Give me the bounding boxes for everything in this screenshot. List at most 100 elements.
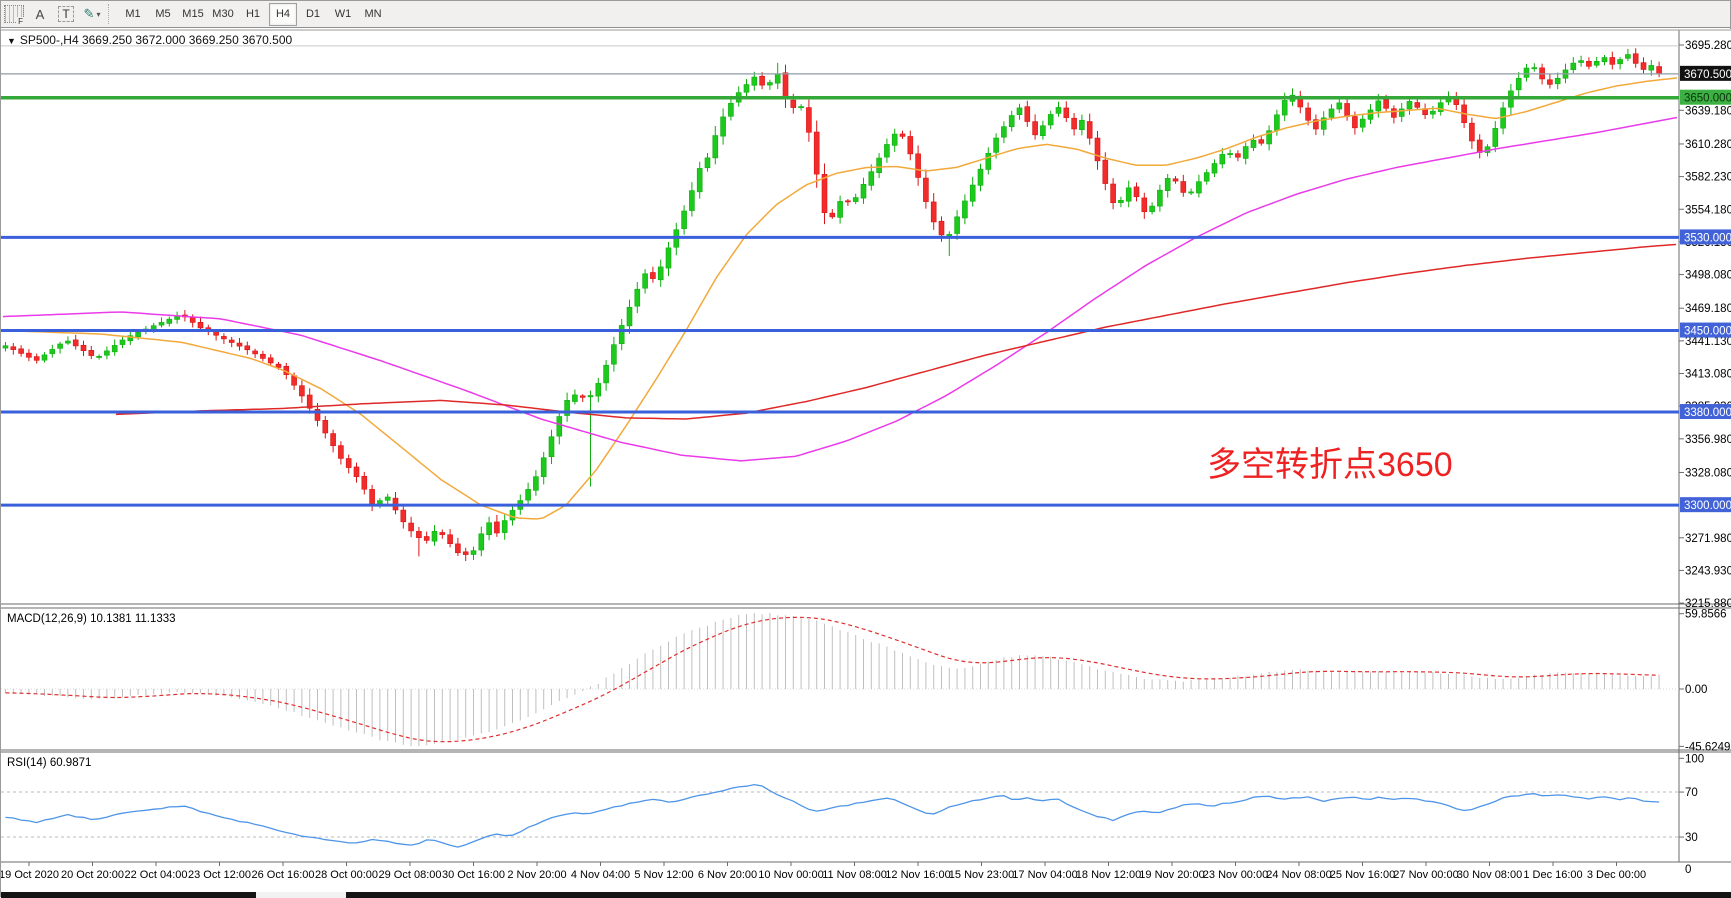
candle-body [72,339,79,347]
candle-body [1242,146,1249,159]
candle-body [400,509,407,523]
letter-t-icon: T [58,6,74,22]
candle-body [369,489,375,504]
candle-body [1359,118,1366,128]
candle-body [595,383,602,397]
candle-body [1203,172,1210,182]
pencil-icon: ✎ [83,6,95,21]
timeframe-button-m15[interactable]: M15 [182,8,204,20]
candle-body [790,99,797,108]
candle-body [330,433,336,447]
candle-body [18,348,24,354]
candle-body [1258,139,1265,144]
macd-signal-line [5,616,1660,743]
timeframe-button-h4[interactable]: H4 [269,2,297,26]
ma-fast-orange [2,77,1678,520]
price-badge [1680,404,1731,420]
time-axis-label: 20 Oct 20:00 [61,869,124,881]
timeframe-button-mn[interactable]: MN [364,8,382,20]
collapse-arrow-icon[interactable]: ▼ [7,36,16,46]
candle-body [65,340,71,344]
time-axis-label: 29 Oct 08:00 [379,869,442,881]
draw-objects-button[interactable]: ✎ ▾ [80,3,104,25]
candle-body [689,190,695,211]
price-axis: 3695.280 3639.180 3610.280 3582.230 3554.180… [1679,40,1731,610]
candle-body [845,200,851,203]
candle-body [299,385,305,397]
candle-body [1211,163,1218,174]
time-axis-label: 2 Nov 20:00 [507,869,566,881]
candle-body [1001,126,1007,138]
chart-annotation-text: 多空转折点3650 [1207,446,1453,484]
candle-body [572,394,578,402]
candle-body [1656,66,1662,75]
timeframe-button-d1[interactable]: D1 [305,8,321,20]
candle-body [111,345,118,353]
price-badge [1680,322,1731,338]
candle-body [1375,100,1382,112]
candle-body [993,137,999,153]
candle-body [431,531,438,542]
candle-body [1235,153,1241,158]
candle-body [603,364,609,384]
candle-body [533,476,539,491]
candle-body [135,332,141,338]
rsi-axis-label: 100 [1685,753,1704,765]
candle-body [782,72,789,100]
candle-body [197,322,204,329]
price-axis-label: 3469.180 [1685,303,1731,315]
candle-body [1367,109,1374,120]
chart-canvas[interactable]: 3695.280 3639.180 3610.280 3582.230 3554.180… [1,29,1731,898]
time-axis-label: 24 Nov 08:00 [1266,869,1331,881]
macd-axis-label: 59.8566 [1685,609,1727,621]
candle-body [423,536,430,541]
chart-grid-icon[interactable]: F [2,3,26,26]
price-pane[interactable] [1,45,1679,562]
candle-body [1391,108,1397,118]
price-badge-label: 3670.500 [1684,69,1731,81]
time-axis[interactable]: 19 Oct 2020 20 Oct 20:00 22 Oct 04:00 23 Oc… [1,862,1646,881]
macd-pane[interactable]: 59.8566 0.00 -45.6249 MACD(12,26,9) 10.1381… [1,609,1730,754]
candle-body [1180,181,1187,193]
time-axis-label: 15 Nov 23:00 [949,869,1014,881]
candle-body [813,131,820,175]
rsi-line [5,783,1660,848]
candle-body [1040,125,1046,136]
candle-body [954,216,960,234]
candle-body [49,349,56,354]
text-box-button[interactable]: T [54,3,78,25]
macd-axis-label: 0.00 [1685,684,1707,696]
candle-body [962,200,968,219]
main-toolbar: F A T ✎ ▾ M1 M5 M15 M30 H1 H4 D1 W1 MN [1,1,1730,28]
time-axis-label: 12 Nov 16:00 [885,869,950,881]
candle-body [1055,107,1062,114]
candle-body [1219,154,1226,165]
candle-body [1188,191,1194,194]
timeframe-button-h1[interactable]: H1 [245,8,261,20]
timeframe-button-m5[interactable]: M5 [155,8,171,20]
macd-axis-label: -45.6249 [1685,741,1730,753]
price-badge [1680,65,1731,81]
time-axis-label: 25 Nov 16:00 [1330,869,1395,881]
timeframe-button-w1[interactable]: W1 [334,8,352,20]
candle-body [1125,187,1132,202]
rsi-pane[interactable]: 100 70 30 0 RSI(14) 60.9871 [1,753,1704,876]
price-badge [1680,229,1731,245]
candle-body [1281,100,1288,116]
rsi-axis-label: 70 [1685,787,1698,799]
candle-body [650,272,656,279]
timeframe-button-m1[interactable]: M1 [125,8,141,20]
candle-body [751,76,758,86]
time-axis-label: 30 Nov 08:00 [1457,869,1522,881]
price-axis-label: 3328.080 [1685,467,1731,479]
candle-body [821,174,828,213]
horizontal-scrollbar[interactable] [1,892,1731,898]
candle-body [1172,178,1179,182]
candle-body [158,322,165,326]
candle-body [455,543,461,554]
text-label-button[interactable]: A [28,3,52,25]
timeframe-button-m30[interactable]: M30 [212,8,234,20]
price-badge [1680,497,1731,513]
candle-body [345,458,352,468]
scrollbar-thumb[interactable] [256,892,346,898]
